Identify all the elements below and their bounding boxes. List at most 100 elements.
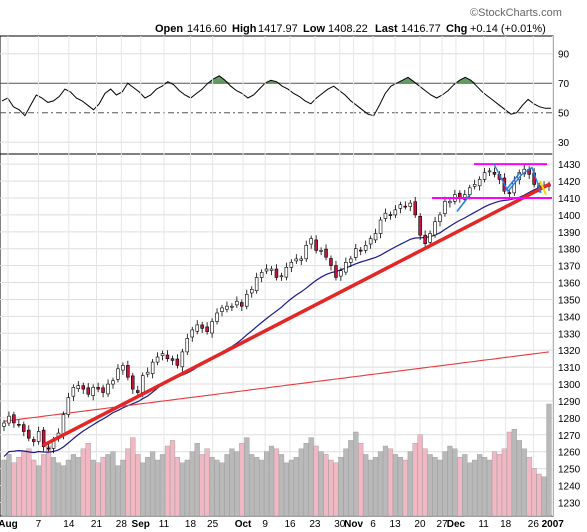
x-tick-label-5: Sep (132, 519, 150, 530)
x-tick-label-22: 26 (528, 519, 540, 530)
candle-44 (220, 304, 224, 317)
candle-body-67 (334, 265, 338, 278)
candle-39 (195, 320, 200, 335)
volume-bar-62 (308, 437, 314, 517)
x-tick-label-8: 25 (207, 519, 219, 530)
candle-body-16 (81, 385, 86, 390)
volume-bar-86 (427, 454, 433, 517)
volume-bar-53 (264, 451, 270, 517)
volume-bar-83 (412, 443, 418, 517)
volume-bar-102 (506, 431, 513, 517)
candle-9 (46, 443, 51, 452)
candle-body-28 (141, 375, 145, 393)
moving-average-blue (3, 184, 550, 457)
volume-bar-82 (407, 451, 413, 517)
volume-bar-71 (353, 431, 359, 517)
candle-body-72 (358, 249, 363, 252)
volume-bar-15 (75, 457, 81, 517)
price-tick-label-4: 1390 (558, 228, 581, 239)
candle-41 (205, 322, 209, 335)
candle-body-64 (319, 250, 323, 252)
candle-4 (21, 421, 26, 437)
x-tick-label-20: 11 (478, 519, 489, 530)
x-tick-label-13: 30 (334, 519, 346, 530)
volume-bar-11 (55, 462, 62, 517)
candle-body-61 (304, 245, 308, 260)
volume-bar-100 (496, 454, 503, 517)
candle-body-71 (353, 248, 358, 258)
candle-49 (245, 289, 249, 310)
candle-body-22 (111, 380, 115, 385)
candle-71 (353, 243, 358, 261)
candle-81 (403, 201, 407, 210)
price-tick-label-5: 1380 (558, 245, 581, 256)
osc-tick-label-0: 90 (558, 50, 570, 61)
volume-bar-65 (323, 454, 329, 517)
volume-bar-64 (318, 451, 324, 517)
price-tick-labels: 1430 1420 1410 1400 1390 1380 1370 1360 1350 1340… (558, 160, 581, 509)
candle-27 (136, 385, 140, 396)
volume-bar-47 (234, 451, 240, 517)
volume-bar-72 (358, 443, 364, 517)
volume-bar-24 (120, 459, 126, 517)
volume-bar-18 (90, 459, 96, 517)
quote-last-value: 1416.77 (401, 23, 441, 35)
volume-bar-17 (85, 443, 91, 517)
volume-bar-106 (526, 457, 532, 517)
candle-body-84 (418, 216, 422, 236)
candle-50 (250, 286, 254, 298)
volume-bar-109 (541, 476, 547, 517)
price-tick-label-7: 1360 (558, 279, 581, 290)
volume-bar-30 (149, 451, 156, 517)
candle-46 (230, 303, 234, 311)
volume-bar-93 (462, 454, 468, 517)
quote-open-value: 1416.60 (187, 23, 227, 35)
candle-97 (482, 167, 487, 183)
candle-96 (477, 176, 482, 191)
candle-body-102 (507, 192, 512, 194)
volume-bar-66 (328, 459, 334, 517)
candle-body-4 (21, 424, 26, 432)
candle-body-14 (71, 387, 76, 397)
candle-body-43 (215, 312, 219, 322)
volume-bar-95 (472, 459, 478, 517)
candle-body-42 (210, 321, 214, 334)
pattern-arrow-1 (456, 194, 471, 213)
trend-line (42, 182, 551, 447)
x-tick-label-12: 23 (309, 519, 321, 530)
candle-body-26 (131, 375, 135, 390)
volume-bar-54 (268, 445, 275, 517)
candle-33 (165, 350, 170, 362)
volume-bar-56 (278, 454, 285, 517)
candle-body-79 (393, 209, 398, 216)
candle-body-50 (250, 288, 254, 294)
candle-85 (423, 230, 427, 247)
candle-body-12 (61, 414, 66, 435)
volume-bar-0 (1, 459, 7, 517)
candle-body-99 (492, 172, 497, 175)
candle-38 (190, 326, 195, 342)
candle-42 (210, 318, 214, 338)
volume-bar-13 (65, 459, 72, 517)
candle-98 (487, 167, 492, 176)
candle-body-8 (41, 429, 46, 448)
candle-body-93 (462, 194, 467, 200)
pattern-zigzag (493, 163, 542, 194)
quote-high-label: High (232, 23, 257, 35)
candle-79 (393, 205, 398, 218)
volume-bar-45 (224, 454, 230, 517)
candle-21 (106, 379, 110, 397)
candle-7 (36, 426, 41, 445)
candle-102 (507, 189, 512, 198)
candle-body-53 (264, 268, 269, 272)
candle-body-60 (299, 258, 303, 261)
candle-body-5 (26, 429, 31, 439)
volume-bar-70 (348, 440, 354, 517)
volume-bar-12 (60, 465, 67, 517)
candle-body-0 (2, 422, 6, 427)
price-tick-label-17: 1260 (558, 448, 581, 459)
candle-87 (433, 216, 437, 238)
candle-76 (378, 216, 383, 239)
candle-body-18 (91, 387, 95, 396)
candle-8 (41, 427, 46, 452)
